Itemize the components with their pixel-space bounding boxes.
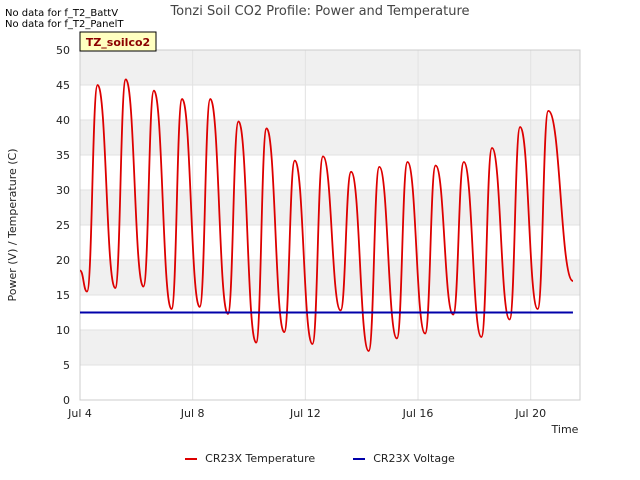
chart-title: Tonzi Soil CO2 Profile: Power and Temper… xyxy=(169,4,469,19)
y-tick-label: 0 xyxy=(63,394,70,407)
legend-swatch-temperature xyxy=(185,457,198,460)
y-tick-label: 50 xyxy=(56,44,70,57)
legend: CR23X Temperature CR23X Voltage xyxy=(0,452,640,465)
legend-label-temperature: CR23X Temperature xyxy=(205,452,316,465)
legend-swatch-voltage xyxy=(353,457,366,460)
grid-band xyxy=(80,120,580,155)
y-tick-label: 5 xyxy=(63,359,70,372)
y-tick-label: 30 xyxy=(56,184,70,197)
x-tick-label: Jul 8 xyxy=(180,407,205,420)
x-tick-label: Jul 4 xyxy=(67,407,92,420)
x-tick-label: Jul 20 xyxy=(514,407,546,420)
series-line-temperature xyxy=(79,78,574,352)
no-data-note-panelt: No data for f_T2_PanelT xyxy=(5,19,124,30)
grid-band xyxy=(80,330,580,365)
legend-item-temperature: CR23X Temperature xyxy=(185,452,315,465)
legend-label-voltage: CR23X Voltage xyxy=(373,452,455,465)
y-tick-label: 40 xyxy=(56,114,70,127)
x-tick-label: Jul 16 xyxy=(402,407,434,420)
y-tick-label: 45 xyxy=(56,79,70,92)
site-badge: TZ_soilco2 xyxy=(79,31,157,52)
no-data-note-battv: No data for f_T2_BattV xyxy=(5,8,119,19)
series-lines xyxy=(79,78,574,352)
y-tick-label: 10 xyxy=(56,324,70,337)
y-tick-label: 20 xyxy=(56,254,70,267)
x-tick-label: Jul 12 xyxy=(289,407,321,420)
y-tick-label: 15 xyxy=(56,289,70,302)
plot-frame xyxy=(79,49,581,401)
legend-item-voltage: CR23X Voltage xyxy=(353,452,455,465)
y-axis: 0 5 10 15 20 25 30 35 40 45 50 xyxy=(56,44,70,407)
x-axis-label: Time xyxy=(551,423,579,436)
y-tick-label: 25 xyxy=(56,219,70,232)
x-axis: Jul 4 Jul 8 Jul 12 Jul 16 Jul 20 xyxy=(67,407,546,420)
y-axis-label: Power (V) / Temperature (C) xyxy=(6,148,19,301)
grid-bands xyxy=(79,49,580,401)
grid-band xyxy=(80,50,580,85)
site-badge-label: TZ_soilco2 xyxy=(86,36,150,49)
y-tick-label: 35 xyxy=(56,149,70,162)
grid-band xyxy=(80,260,580,295)
